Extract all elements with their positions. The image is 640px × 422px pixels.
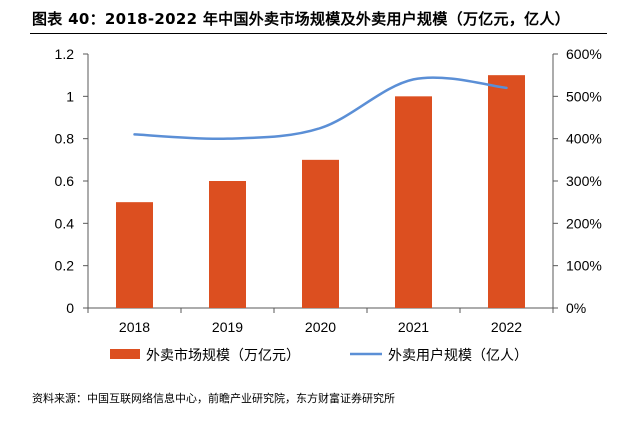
left-tick-label: 0	[66, 300, 74, 316]
legend-label-line: 外卖用户规模（亿人）	[388, 347, 528, 364]
right-tick-label: 400%	[566, 131, 602, 147]
source-note: 资料来源：中国互联网络信息中心，前瞻产业研究院，东方财富证券研究所	[32, 392, 395, 405]
chart-title: 图表 40：2018-2022 年中国外卖市场规模及外卖用户规模（万亿元，亿人）	[32, 10, 571, 28]
left-tick-label: 1.2	[55, 46, 75, 62]
bar-market-size	[488, 75, 525, 309]
left-tick-label: 0.8	[55, 131, 75, 147]
legend-label-bar: 外卖市场规模（万亿元）	[146, 347, 300, 364]
right-tick-label: 600%	[566, 46, 602, 62]
right-tick-label: 200%	[566, 215, 602, 231]
left-tick-label: 0.6	[55, 173, 75, 189]
bar-market-size	[302, 159, 339, 308]
left-tick-label: 1	[66, 88, 74, 104]
bar-market-size	[395, 96, 432, 308]
x-tick-label: 2022	[491, 319, 522, 335]
bar-market-size	[116, 202, 153, 308]
x-tick-label: 2019	[212, 319, 243, 335]
right-tick-label: 0%	[566, 300, 586, 316]
right-tick-label: 300%	[566, 173, 602, 189]
x-tick-label: 2018	[119, 319, 150, 335]
right-tick-label: 500%	[566, 88, 602, 104]
legend-swatch-bar	[110, 349, 140, 359]
x-tick-label: 2020	[305, 319, 336, 335]
left-tick-label: 0.2	[55, 258, 75, 274]
line-user-scale	[133, 76, 508, 141]
bar-market-size	[209, 181, 246, 308]
right-tick-label: 100%	[566, 258, 602, 274]
x-tick-label: 2021	[398, 319, 429, 335]
left-tick-label: 0.4	[55, 215, 75, 231]
title-divider	[30, 33, 607, 34]
